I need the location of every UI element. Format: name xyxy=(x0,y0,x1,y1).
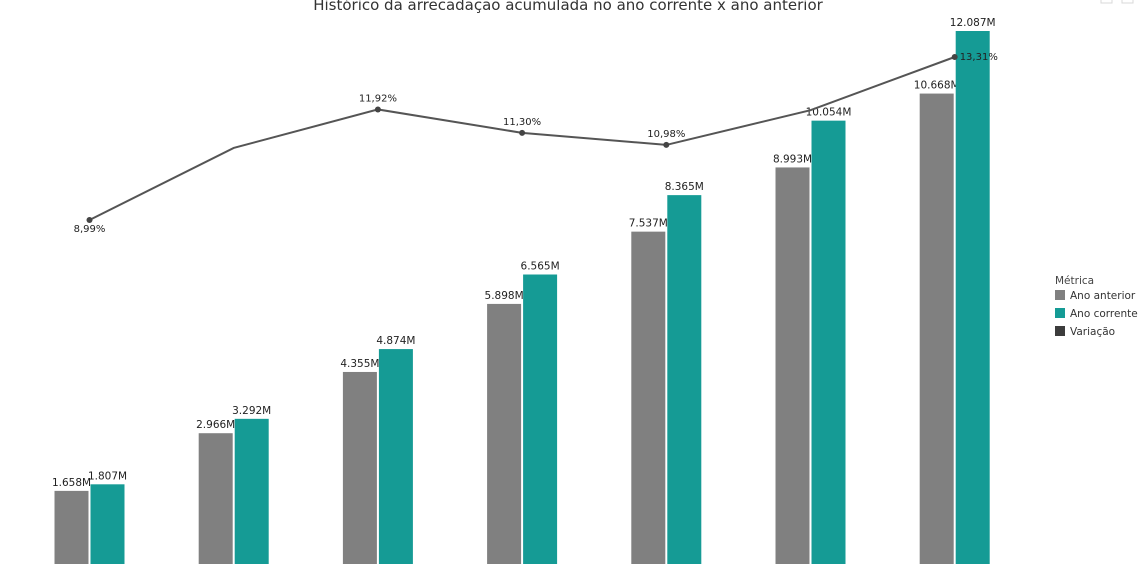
variacao-point-4[interactable] xyxy=(519,129,526,136)
bar-label-ano-anterior-1: 1.658M xyxy=(52,477,91,489)
legend-swatch-ano-anterior[interactable] xyxy=(1055,290,1065,300)
bar-label-ano-corrente-1: 1.807M xyxy=(88,470,127,482)
line-layer: 8,99% 11,92% 11,30% 10,98% 13,31% xyxy=(74,52,998,235)
bar-ano-corrente-3[interactable] xyxy=(378,349,413,564)
bar-label-ano-corrente-2: 3.292M xyxy=(232,405,271,417)
legend: Métrica Ano anterior Ano corrente Variação xyxy=(1055,275,1138,338)
variacao-label-1: 8,99% xyxy=(74,224,106,235)
bar-ano-anterior-1[interactable] xyxy=(54,490,89,564)
bar-ano-corrente-1[interactable] xyxy=(90,484,125,564)
legend-label-ano-corrente[interactable]: Ano corrente xyxy=(1070,308,1138,320)
legend-swatch-ano-corrente[interactable] xyxy=(1055,308,1065,318)
bar-label-ano-corrente-5: 8.365M xyxy=(665,181,704,193)
variacao-label-4: 11,30% xyxy=(503,117,541,128)
bar-ano-anterior-5[interactable] xyxy=(631,231,666,565)
bar-label-ano-corrente-7: 12.087M xyxy=(950,17,996,29)
bar-ano-corrente-6[interactable] xyxy=(811,120,846,565)
bar-ano-anterior-2[interactable] xyxy=(198,433,233,564)
bar-label-ano-corrente-4: 6.565M xyxy=(521,261,560,273)
bar-label-ano-anterior-7: 10.668M xyxy=(914,80,960,92)
corner-menu-box[interactable] xyxy=(1100,0,1113,4)
bar-ano-anterior-3[interactable] xyxy=(342,371,377,564)
legend-label-variacao[interactable]: Variação xyxy=(1070,326,1115,338)
variacao-label-7: 13,31% xyxy=(960,52,998,63)
bar-ano-corrente-5[interactable] xyxy=(667,195,702,564)
variacao-point-5[interactable] xyxy=(663,141,670,148)
bar-label-ano-anterior-5: 7.537M xyxy=(629,218,668,230)
bar-ano-anterior-4[interactable] xyxy=(487,303,522,564)
bar-ano-corrente-4[interactable] xyxy=(523,274,558,564)
chart-title: Histórico da arrecadação acumulada no an… xyxy=(313,0,823,14)
legend-label-ano-anterior[interactable]: Ano anterior xyxy=(1070,290,1136,302)
bar-ano-anterior-6[interactable] xyxy=(775,167,810,564)
variacao-point-7[interactable] xyxy=(951,54,958,60)
bar-ano-corrente-2[interactable] xyxy=(234,418,269,564)
variacao-point-3[interactable] xyxy=(374,106,381,113)
bar-label-ano-anterior-2: 2.966M xyxy=(196,419,235,431)
corner-menu-box-2[interactable] xyxy=(1121,0,1134,4)
bar-label-ano-anterior-4: 5.898M xyxy=(485,290,524,302)
bar-label-ano-anterior-6: 8.993M xyxy=(773,153,812,165)
bar-label-ano-corrente-3: 4.874M xyxy=(376,335,415,347)
bars-layer: 1.658M 2.966M 4.355M 5.898M 7.537M 8.993M 10.6… xyxy=(52,17,996,565)
variacao-label-3: 11,92% xyxy=(359,93,397,104)
legend-swatch-variacao[interactable] xyxy=(1055,326,1065,336)
bar-label-ano-anterior-3: 4.355M xyxy=(340,358,379,370)
bar-label-ano-corrente-6: 10.054M xyxy=(806,107,852,119)
variacao-point-1[interactable] xyxy=(86,217,93,223)
legend-title: Métrica xyxy=(1055,275,1094,287)
variacao-label-5: 10,98% xyxy=(647,129,685,140)
bar-ano-corrente-7[interactable] xyxy=(955,31,990,564)
bar-ano-anterior-7[interactable] xyxy=(919,93,954,564)
